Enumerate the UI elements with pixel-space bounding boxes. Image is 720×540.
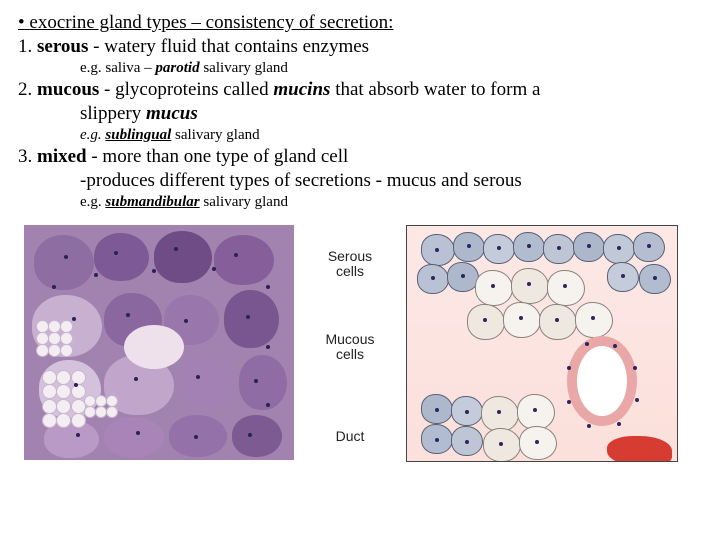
item-1-num: 1. <box>18 36 32 57</box>
heading-line: • exocrine gland types – consistency of … <box>18 12 702 34</box>
item-3-example: e.g. submandibular salivary gland <box>80 194 702 211</box>
item-1-ex-prefix: e.g. saliva – <box>80 60 155 76</box>
bullet: • <box>18 12 25 33</box>
item-2-num: 2. <box>18 79 32 100</box>
item-2-mucins: mucins <box>273 79 330 100</box>
item-2-ex-rest: salivary gland <box>171 127 259 143</box>
heading-text: exocrine gland types – consistency of se… <box>29 12 393 33</box>
label-mucous: Mucouscells <box>325 332 374 363</box>
item-2-rest-b: that absorb water to form a <box>330 79 540 100</box>
item-2: 2. mucous - glycoproteins called mucins … <box>18 79 702 101</box>
item-2-term: mucous <box>37 79 99 100</box>
item-3: 3. mixed - more than one type of gland c… <box>18 146 702 168</box>
diagram-panel <box>406 225 678 462</box>
item-1-ex-rest: salivary gland <box>200 60 288 76</box>
item-3-ex-prefix: e.g. <box>80 194 105 210</box>
item-1-term: serous <box>37 36 88 57</box>
item-3-line2: -produces different types of secretions … <box>80 170 702 192</box>
item-2-line2: slippery mucus <box>80 103 702 125</box>
item-3-num: 3. <box>18 146 32 167</box>
item-3-term: mixed <box>37 146 87 167</box>
item-2-mucus: mucus <box>146 103 198 124</box>
item-1-rest: - watery fluid that contains enzymes <box>88 36 369 57</box>
item-2-example: e.g. sublingual salivary gland <box>80 127 702 144</box>
item-1-example: e.g. saliva – parotid salivary gland <box>80 60 702 77</box>
item-1: 1. serous - watery fluid that contains e… <box>18 36 702 58</box>
figure-row: Serouscells Mucouscells Duct <box>18 225 702 462</box>
item-3-ex-term: submandibular <box>105 194 199 210</box>
item-2-rest-a: - glycoproteins called <box>99 79 273 100</box>
item-2-ex-term: sublingual <box>105 127 171 143</box>
label-serous: Serouscells <box>328 249 372 280</box>
item-2-line2-a: slippery <box>80 103 146 124</box>
item-3-rest: - more than one type of gland cell <box>87 146 349 167</box>
label-column: Serouscells Mucouscells Duct <box>294 225 406 444</box>
micrograph-panel <box>24 225 294 460</box>
item-1-ex-term: parotid <box>155 60 199 76</box>
label-duct: Duct <box>336 429 365 444</box>
item-3-ex-rest: salivary gland <box>200 194 288 210</box>
item-2-ex-prefix: e.g. <box>80 127 105 143</box>
